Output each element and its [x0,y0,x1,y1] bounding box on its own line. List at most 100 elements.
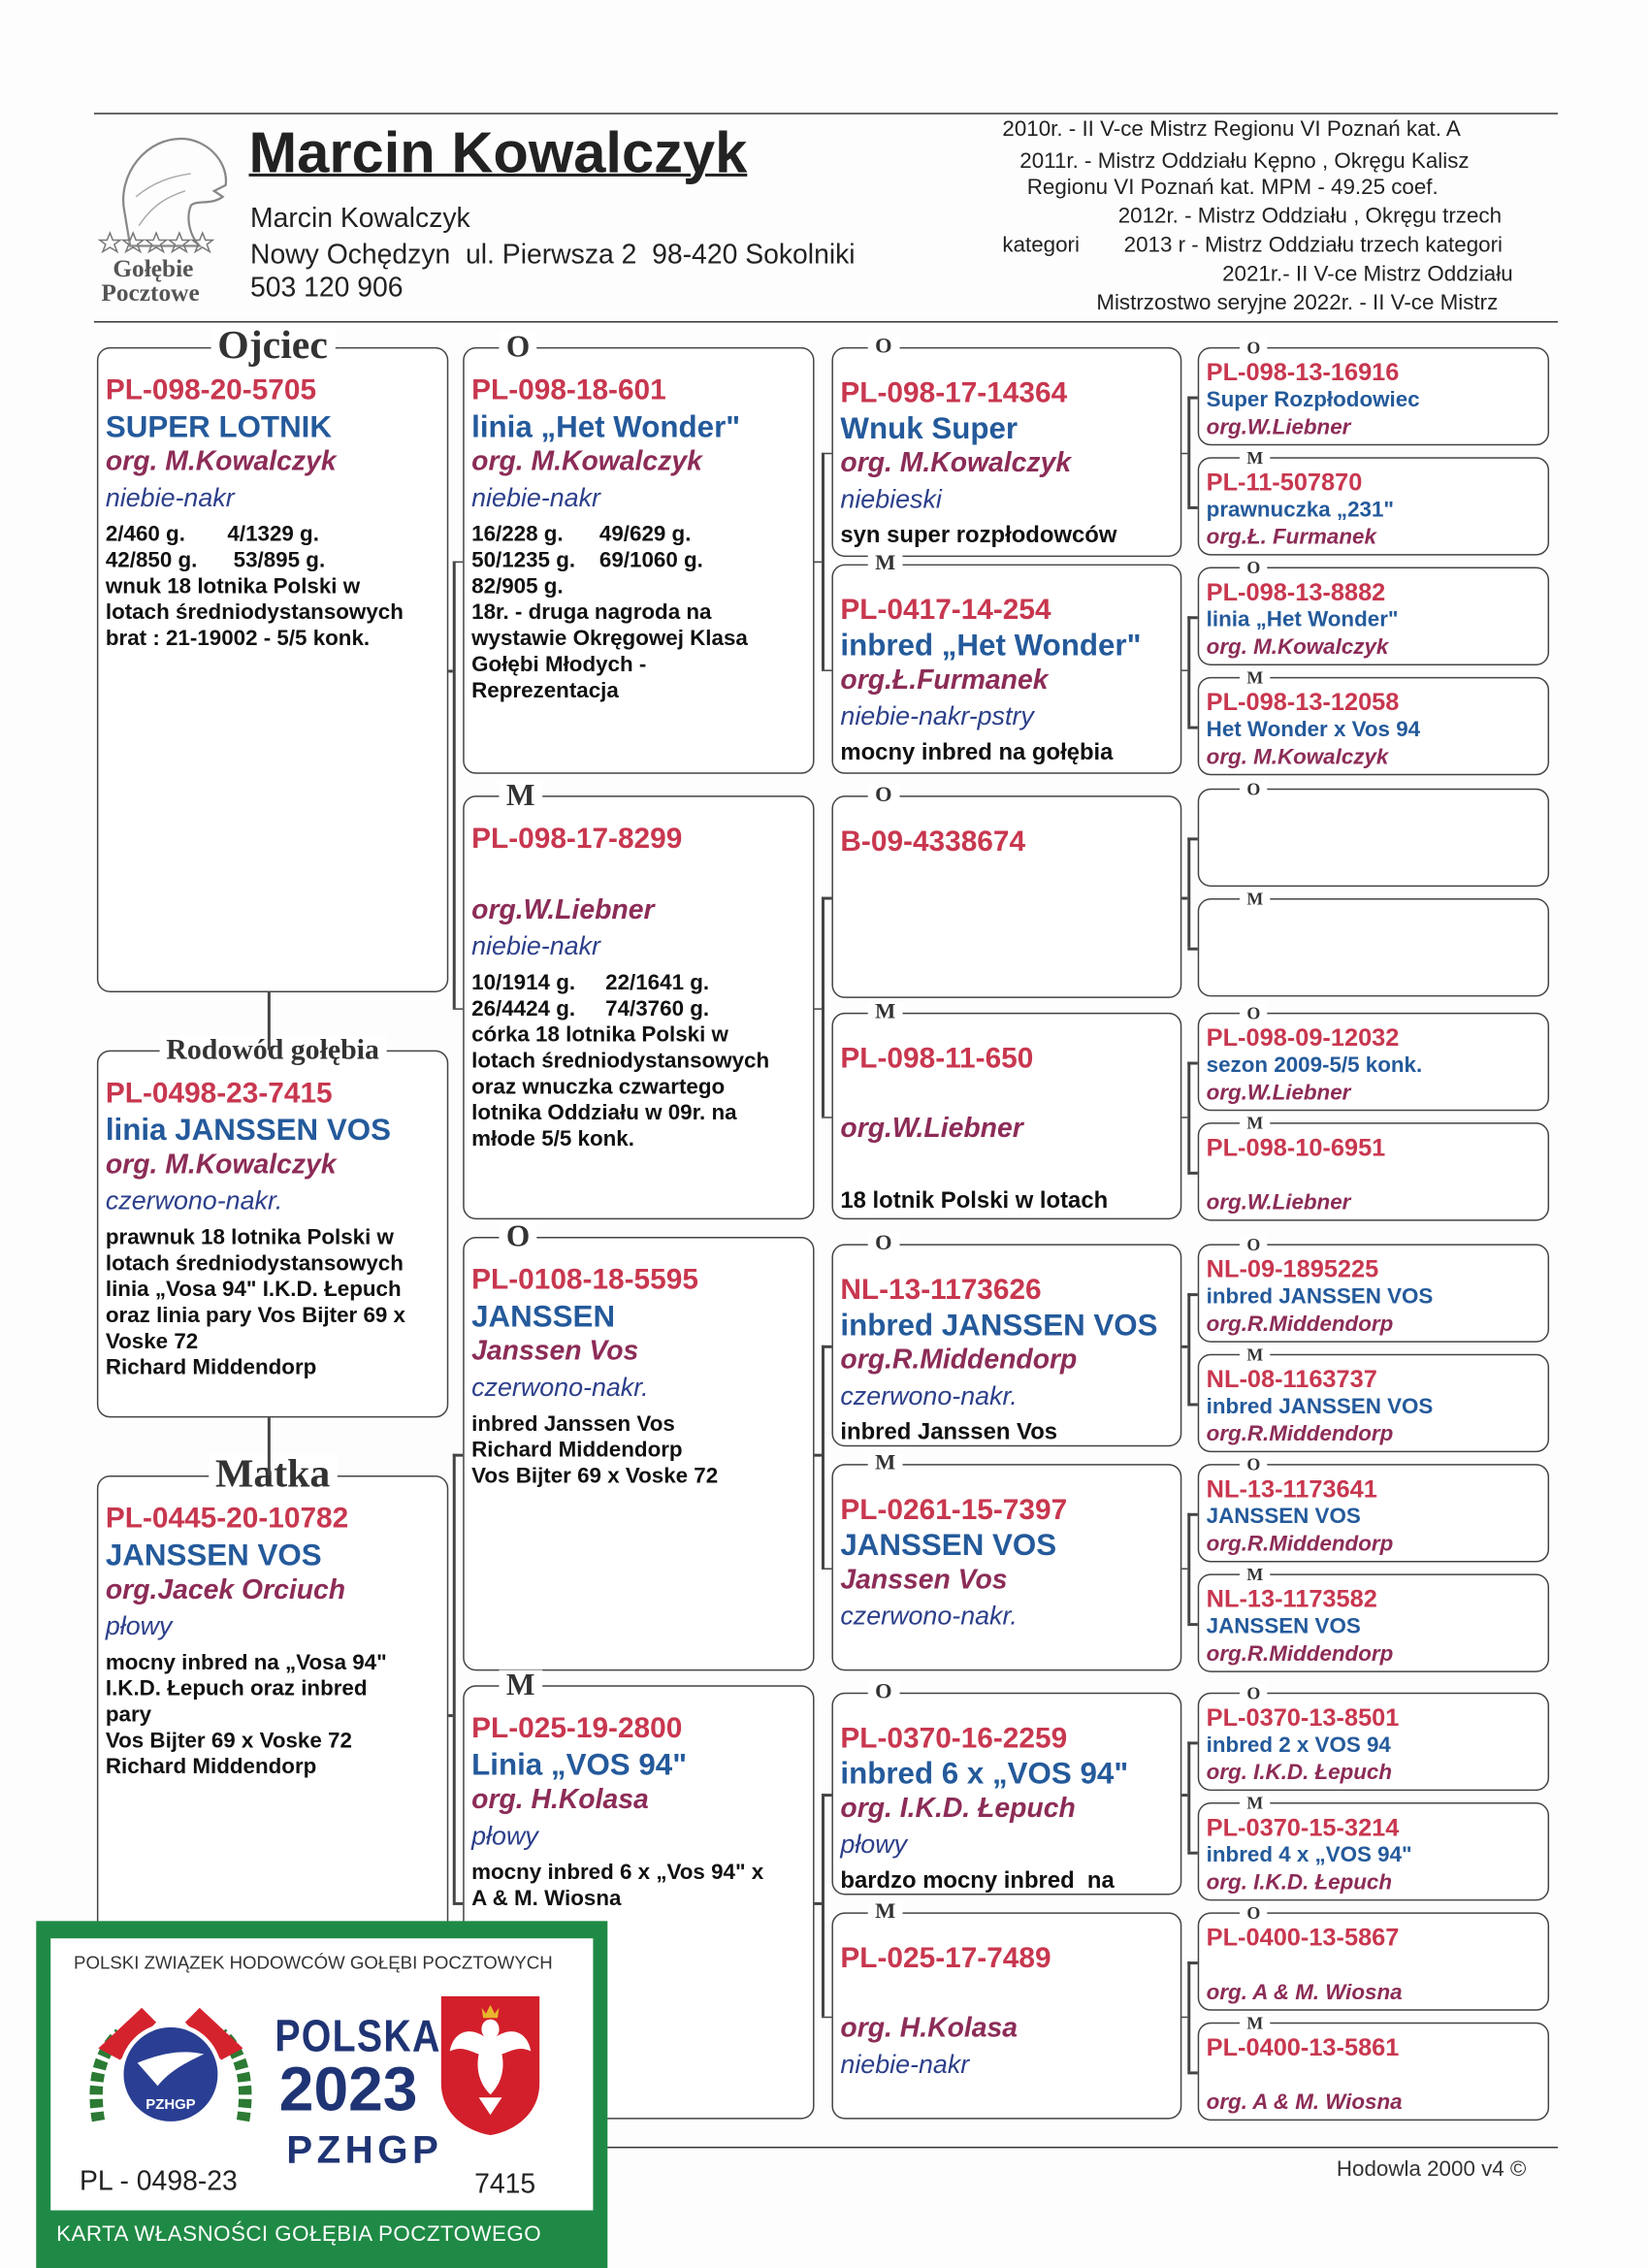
pedigree-box: M PL-025-17-7489 org. H.Kolasa niebie-nakr [831,1901,1182,2120]
breeder: org.R.Middendorp [1206,1532,1394,1557]
pedigree-box: O PL-0370-13-8501 inbred 2 x VOS 94 org. I.… [1197,1684,1550,1792]
connector [814,1453,823,1456]
connector [1187,1293,1198,1296]
notes: mocny inbred na gołębia [840,739,1177,768]
breeder: org.Ł. Furmanek [1206,525,1376,550]
box-tag: M [1239,1345,1271,1364]
logo [97,138,227,254]
box-content: PL-098-17-14364 Wnuk Super org. M.Kowalczy… [840,376,1177,551]
breeder: org. M.Kowalczyk [471,446,702,478]
card-number: 7415 [474,2169,536,2201]
note-line: 26/4424 g. 74/3760 g. [471,996,710,1021]
breeder: org.W.Liebner [1206,414,1351,440]
connector [822,668,832,671]
pedigree-box: M PL-098-10-6951 org.W.Liebner [1197,1114,1550,1221]
breeder: org. M.Kowalczyk [1206,634,1389,660]
connector [1187,1741,1198,1744]
note-line: 18 lotnik Polski w lotach [840,1188,1109,1215]
ring-number: PL-0261-15-7397 [840,1494,1068,1527]
breeder: org.W.Liebner [1206,1080,1351,1106]
emblem-text: PZHGP [146,2097,195,2113]
notes: inbred Janssen Vos [840,1419,1177,1448]
spacer [840,1976,1177,2012]
connector [1187,1851,1198,1854]
box-tag: M [1239,448,1271,467]
footer-rule [455,2146,1559,2149]
pedigree-box: M PL-098-13-12058 Het Wonder x Vos 94 org. … [1197,668,1550,776]
breeder: org. A & M. Wiosna [1206,1980,1403,2005]
pedigree-box: M PL-0400-13-5861 org. A & M. Wiosna [1197,2014,1550,2122]
box-tag: Rodowód gołębia [158,1035,387,1065]
feather-color: czerwono-nakr. [105,1185,283,1215]
card-ring: PL - 0498-23 [80,2166,238,2198]
pigeon-name: linia JANSSEN VOS [105,1114,391,1148]
pigeon-name: inbred 2 x VOS 94 [1206,1733,1391,1758]
connector [814,1007,823,1010]
box-content: PL-0261-15-7397 JANSSEN VOS Janssen Vos cze… [840,1493,1177,1634]
pedigree-box: M PL-0370-15-3214 inbred 4 x „VOS 94" org. … [1197,1794,1550,1901]
connector [267,991,271,1051]
connector [1187,2071,1198,2074]
note-line: wnuk 18 lotnika Polski w [105,574,361,599]
breeder: org. H.Kolasa [471,1785,649,1816]
box-tag: M [1239,668,1271,687]
connector [822,1794,824,2016]
card-country: POLSKA [275,2010,441,2061]
pigeon-name: linia „Het Wonder" [1206,607,1399,632]
box-content: PL-11-507870 prawnuczka „231" org.Ł. Furma… [1207,469,1545,551]
note-line: pary [105,1702,152,1728]
ring-number: PL-098-09-12032 [1206,1023,1400,1053]
ring-number: PL-025-19-2800 [471,1712,683,1745]
pedigree-box: O PL-098-13-8882 linia „Het Wonder" org. M.… [1197,559,1550,665]
box-content: PL-0400-13-5867 org. A & M. Wiosna [1207,1924,1545,2006]
note-line: mocny inbred na „Vosa 94" [105,1650,387,1675]
connector [1187,726,1198,729]
connector [452,1007,464,1010]
box-tag: Ojciec [210,326,336,368]
note-line: wystawie Okręgowej Klasa [471,626,748,652]
achievement: kategori [1002,233,1080,258]
pedigree-box: M [1197,891,1550,997]
box-content: PL-0108-18-5595 JANSSEN Janssen Vos czerwon… [471,1263,810,1490]
ring-number: PL-0370-13-8501 [1206,1703,1400,1732]
pzhgp-emblem: PZHGP [89,2007,252,2126]
ring-number: PL-11-507870 [1206,469,1363,497]
connector [822,896,832,899]
pigeon-name: prawnuczka „231" [1206,497,1395,523]
connector [1187,1061,1190,1172]
connector [452,560,455,1008]
connector [1187,1061,1198,1064]
connector [452,560,464,564]
logo-text: Gołębie [113,254,194,282]
breeder: Janssen Vos [840,1565,1008,1596]
owner: Marcin Kowalczyk [249,204,470,235]
box-content: PL-0370-16-2259 inbred 6 x „VOS 94" org. I… [840,1722,1177,1896]
pedigree-box: O PL-0400-13-5867 org. A & M. Wiosna [1197,1904,1550,2011]
box-tag: O [1239,1904,1268,1922]
note-line: Richard Middendorp [105,1754,317,1780]
box-tag: M [1239,2014,1271,2032]
header-rule [93,321,1559,323]
pigeon-name: JANSSEN VOS [1206,1504,1361,1530]
note-line: syn super rozpłodowców [840,523,1117,549]
ring-number: PL-098-13-8882 [1206,578,1386,606]
connector [822,1567,832,1570]
pedigree-box: O B-09-4338674 [831,785,1182,998]
box-content: PL-0445-20-10782 JANSSEN VOS org.Jacek Orc… [106,1502,444,1781]
spacer [1207,2061,1545,2089]
connector [1187,1512,1198,1516]
ring-number: PL-0400-13-5867 [1206,1924,1400,1952]
ring-number: PL-098-17-14364 [840,377,1068,410]
ring-number: PL-098-18-601 [471,374,666,407]
box-tag: M [1239,1114,1271,1132]
note-line: Gołębi Młodych - [471,652,647,677]
note-line: prawnuk 18 lotnika Polski w [105,1225,394,1250]
spacer [471,858,810,893]
feather-color: płowy [471,1821,538,1851]
box-tag: Matka [208,1454,338,1496]
box-content: PL-098-10-6951 org.W.Liebner [1207,1134,1545,1216]
box-tag: O [867,336,900,359]
pedigree-box: O NL-09-1895225 inbred JANSSEN VOS org.R.Mi… [1197,1236,1550,1343]
card-org: PZHGP [286,2127,443,2172]
pigeon-name: Linia „VOS 94" [471,1748,688,1783]
